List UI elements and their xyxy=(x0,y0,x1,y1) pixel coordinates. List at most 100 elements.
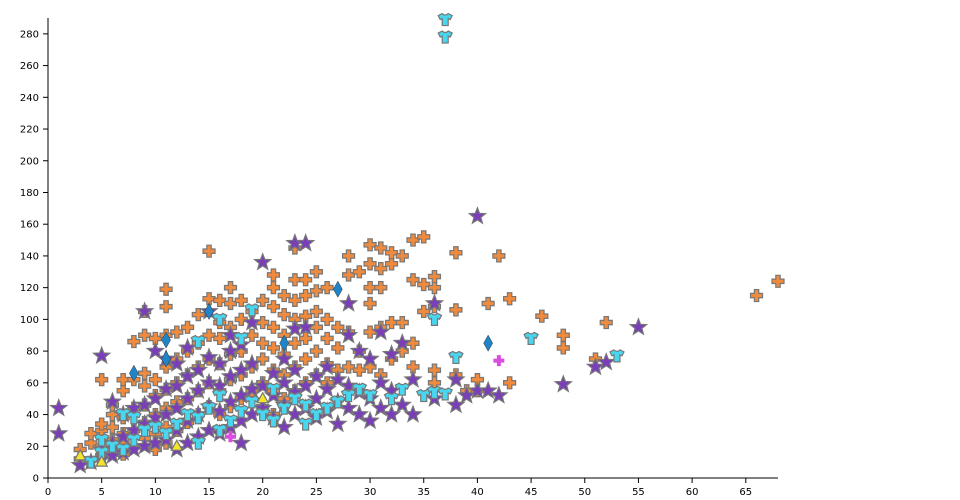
x-tick-label: 10 xyxy=(149,487,162,498)
point-shirt-20 xyxy=(222,414,239,428)
point-shirt-25 xyxy=(254,407,271,422)
x-tick-label: 45 xyxy=(525,487,538,498)
point-cross-156 xyxy=(384,246,399,260)
point-star-114 xyxy=(424,293,445,312)
point-cross-7 xyxy=(95,417,109,431)
point-shirt-9 xyxy=(147,420,164,434)
point-cross-135 xyxy=(341,360,356,374)
y-tick-label: 40 xyxy=(26,410,39,421)
point-shirt-44 xyxy=(437,30,454,44)
point-shirt-37 xyxy=(362,388,378,403)
point-shirt-24 xyxy=(244,303,260,317)
point-star-103 xyxy=(371,398,391,417)
point-star-105 xyxy=(371,321,391,341)
point-shirt-3 xyxy=(104,439,121,453)
y-tick-label: 20 xyxy=(26,442,39,453)
point-cross-50 xyxy=(170,325,184,339)
point-star-1 xyxy=(49,398,69,417)
point-cross-151 xyxy=(374,262,388,276)
point-star-108 xyxy=(381,344,402,363)
point-star-89 xyxy=(317,356,337,376)
point-star-110 xyxy=(392,332,412,352)
point-shirt-42 xyxy=(426,312,443,326)
point-star-94 xyxy=(338,375,359,395)
point-cross-163 xyxy=(406,233,420,247)
x-tick-label: 30 xyxy=(364,487,377,498)
point-cross-19 xyxy=(116,373,130,387)
point-shirt-47 xyxy=(523,331,539,346)
point-star-123 xyxy=(585,356,606,376)
point-cross-106 xyxy=(277,308,291,322)
point-shirt-0 xyxy=(83,455,99,469)
point-cross-107 xyxy=(277,288,291,303)
x-tick-label: 55 xyxy=(632,487,645,498)
y-tick-label: 240 xyxy=(20,93,39,104)
point-cross-116 xyxy=(299,352,313,366)
point-star-82 xyxy=(295,317,316,336)
point-triangle-0 xyxy=(73,448,87,461)
y-tick-label: 160 xyxy=(20,220,39,231)
point-cross-110 xyxy=(288,336,302,350)
point-cross-78 xyxy=(223,281,238,295)
point-shirt-10 xyxy=(158,426,174,441)
point-cross-93 xyxy=(256,293,270,307)
point-star-124 xyxy=(596,352,616,371)
point-cross-161 xyxy=(406,336,420,350)
point-cross-36 xyxy=(148,373,162,387)
point-star-37 xyxy=(177,337,198,357)
point-diamond-0 xyxy=(129,364,139,382)
point-shirt-17 xyxy=(211,423,228,438)
point-shirt-12 xyxy=(179,407,196,422)
point-cross-122 xyxy=(309,344,323,358)
point-cross-145 xyxy=(363,281,377,295)
point-star-99 xyxy=(349,340,370,360)
point-cross-137 xyxy=(341,268,356,282)
y-tick-label: 140 xyxy=(20,251,39,262)
x-tick-label: 0 xyxy=(45,487,51,498)
point-shirt-14 xyxy=(190,410,207,425)
point-cross-11 xyxy=(105,420,120,434)
point-star-112 xyxy=(403,369,423,388)
point-star-116 xyxy=(446,369,466,388)
point-cross-173 xyxy=(449,303,463,317)
point-cross-91 xyxy=(256,336,270,350)
point-star-55 xyxy=(220,325,241,344)
x-tick-label: 5 xyxy=(98,487,104,498)
point-cross-141 xyxy=(352,265,366,279)
point-cross-124 xyxy=(309,304,323,319)
point-star-93 xyxy=(338,398,359,417)
point-shirt-21 xyxy=(233,404,250,418)
y-tick-label: 260 xyxy=(20,61,39,72)
point-shirt-32 xyxy=(308,407,325,422)
x-tick-label: 15 xyxy=(203,487,216,498)
point-star-96 xyxy=(338,293,359,312)
point-cross-120 xyxy=(299,273,313,287)
point-cross-143 xyxy=(363,325,377,339)
point-cross-8 xyxy=(95,373,109,387)
point-star-23 xyxy=(145,340,166,360)
point-cross-99 xyxy=(266,300,281,314)
point-cross-12 xyxy=(105,407,120,422)
point-cross-113 xyxy=(288,273,302,287)
point-shirt-39 xyxy=(394,382,411,396)
point-cross-134 xyxy=(331,320,345,334)
point-shirt-19 xyxy=(211,312,228,326)
point-cross-187 xyxy=(749,288,764,303)
point-cross-186 xyxy=(599,315,613,330)
point-star-117 xyxy=(456,385,477,404)
point-shirt-46 xyxy=(448,350,464,365)
point-star-63 xyxy=(242,353,262,373)
point-shirt-22 xyxy=(233,331,250,346)
marks-layer xyxy=(49,12,785,474)
point-star-0 xyxy=(49,423,69,442)
point-cross-66 xyxy=(202,244,216,258)
point-cross-72 xyxy=(213,293,227,307)
y-tick-label: 220 xyxy=(20,125,39,136)
point-cross-170 xyxy=(427,281,442,295)
point-cross-171 xyxy=(427,269,442,284)
point-cross-97 xyxy=(266,341,281,355)
x-tick-label: 50 xyxy=(578,487,591,498)
point-diamond-1 xyxy=(161,331,171,349)
point-cross-101 xyxy=(266,268,281,282)
point-star-100 xyxy=(360,410,380,430)
